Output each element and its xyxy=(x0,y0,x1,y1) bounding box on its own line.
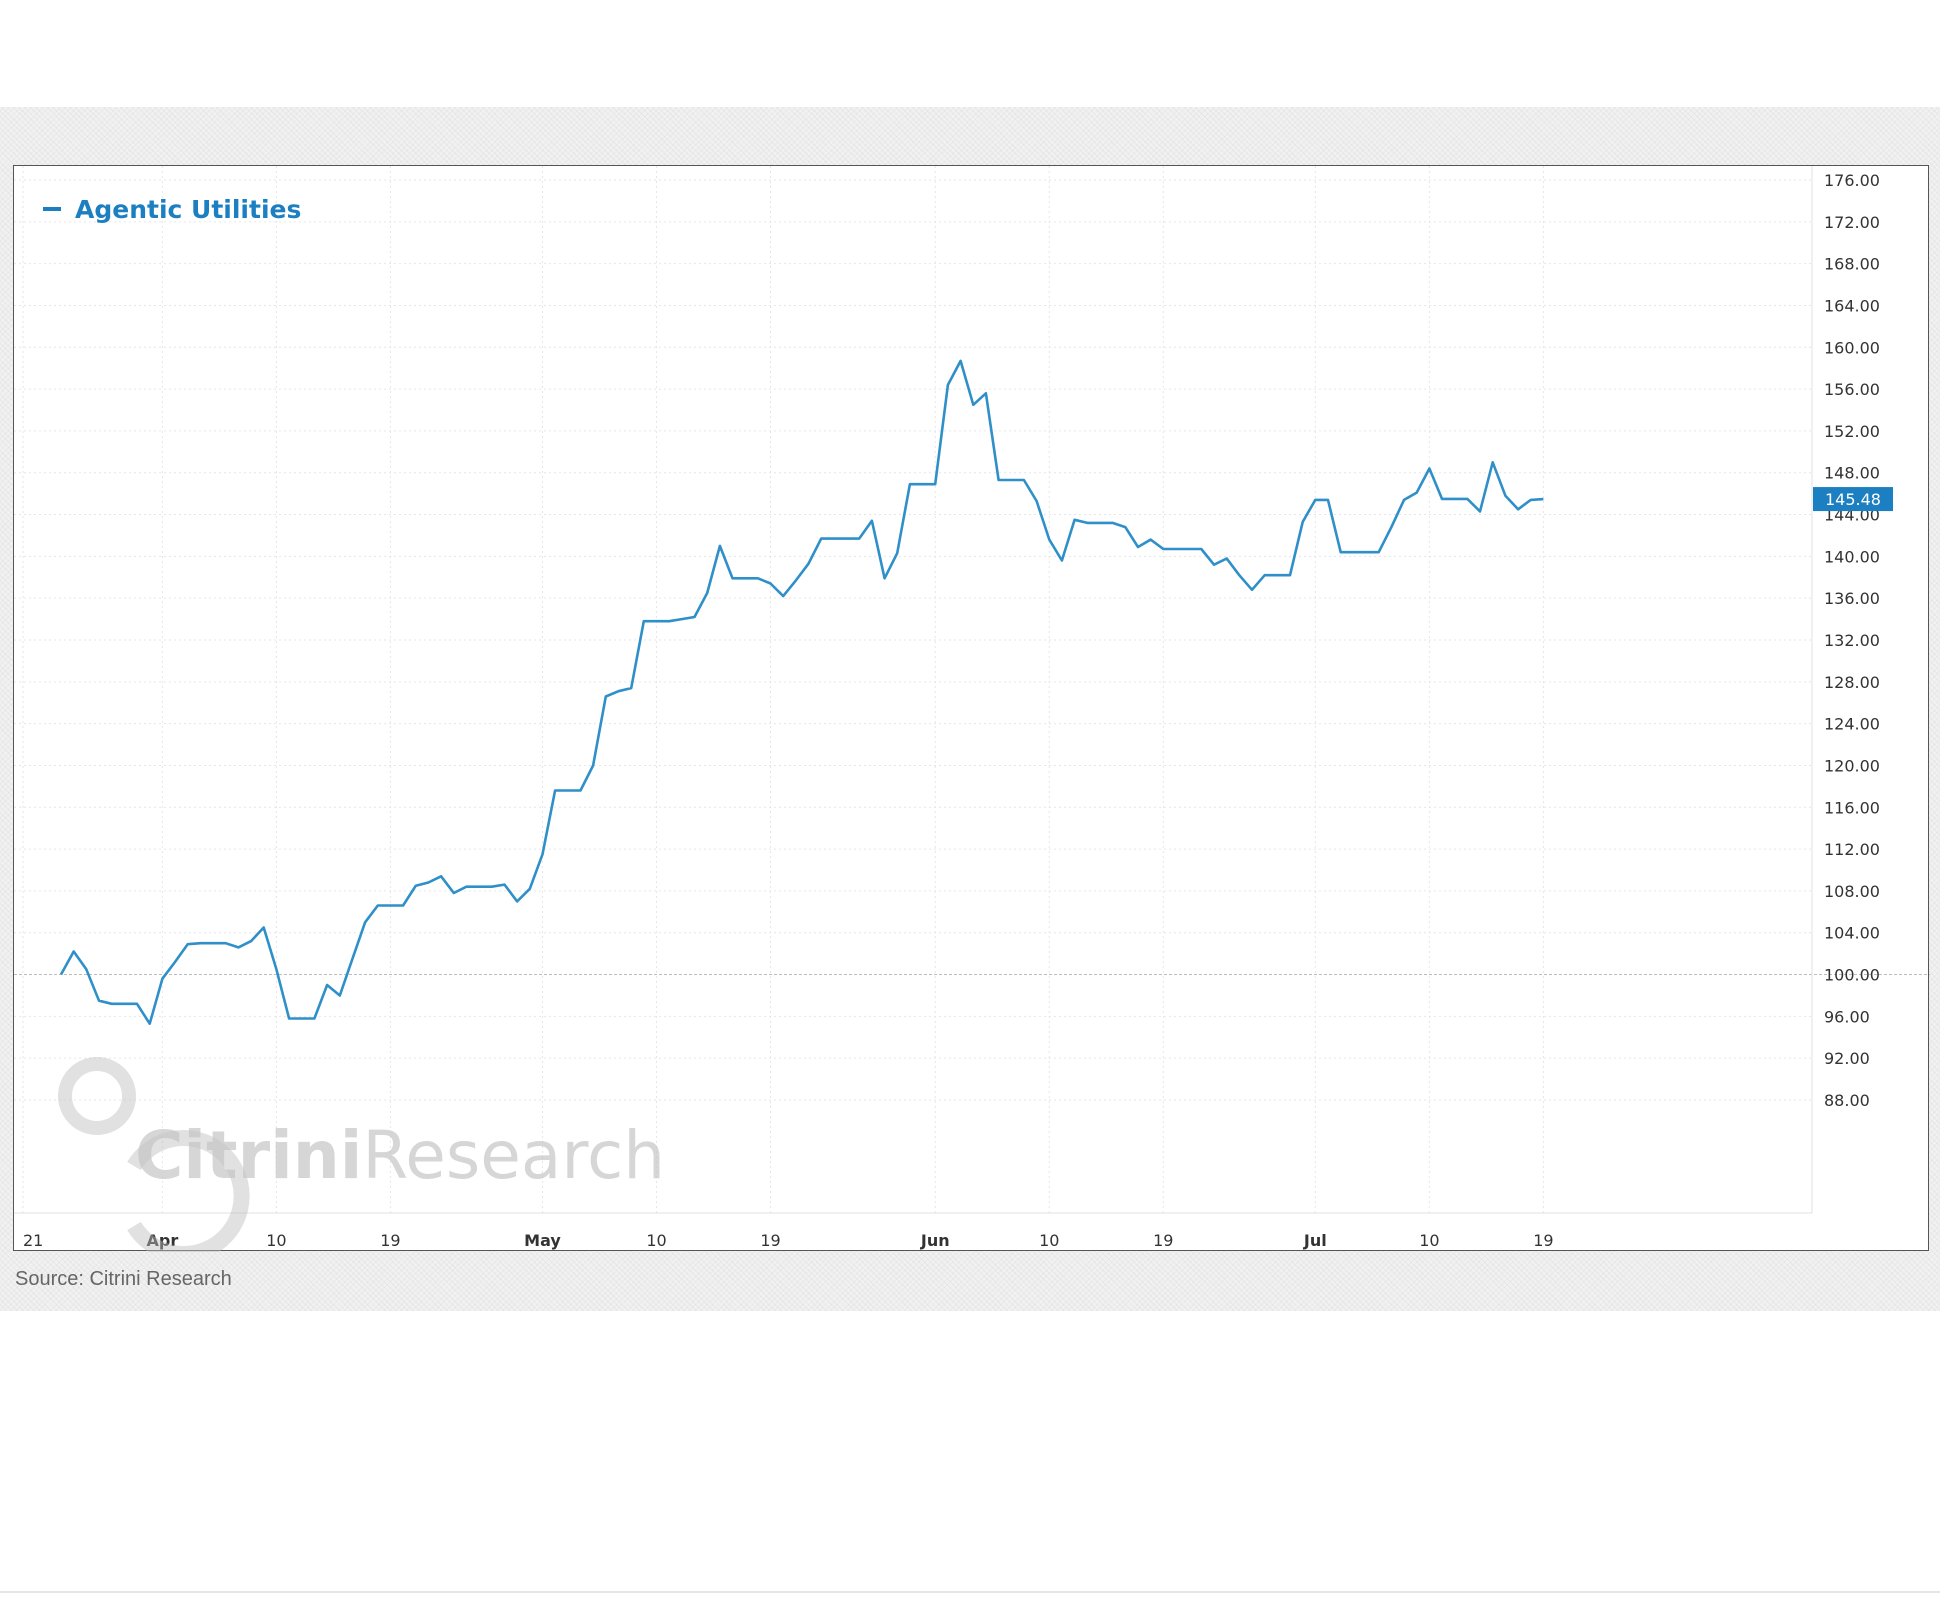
series-line xyxy=(59,359,1544,1025)
x-tick-label: 10 xyxy=(1419,1231,1439,1250)
x-tick-label: 19 xyxy=(380,1231,400,1250)
chart-frame: 176.00 172.00 168.00 164.00 160.00 156.00 152.… xyxy=(13,165,1930,1252)
legend-swatch xyxy=(43,207,61,211)
y-tick-label: 124.00 xyxy=(1824,715,1880,734)
x-tick-label: Apr xyxy=(147,1231,179,1250)
y-tick-label: 112.00 xyxy=(1824,840,1880,859)
source-note: Source: Citrini Research xyxy=(15,1268,232,1290)
y-tick-label: 132.00 xyxy=(1824,631,1880,650)
chart-svg: 176.00 172.00 168.00 164.00 160.00 156.00 152.… xyxy=(14,166,1930,1252)
citrini-logo-icon xyxy=(58,1057,250,1252)
last-value-badge: 145.48 xyxy=(1813,487,1893,512)
y-tick-label: 116.00 xyxy=(1824,798,1880,817)
x-tick-label: 19 xyxy=(760,1231,780,1250)
x-tick-label: Jul xyxy=(1303,1231,1327,1250)
x-tick-label: 19 xyxy=(1153,1231,1173,1250)
x-tick-label: 10 xyxy=(266,1231,286,1250)
y-tick-label: 152.00 xyxy=(1824,422,1880,441)
last-value-badge-text: 145.48 xyxy=(1825,490,1881,509)
y-tick-label: 100.00 xyxy=(1824,966,1880,985)
y-tick-label: 104.00 xyxy=(1824,924,1880,943)
citrini-watermark: CitriniResearch xyxy=(58,1057,665,1252)
y-tick-label: 88.00 xyxy=(1824,1091,1870,1110)
y-tick-label: 172.00 xyxy=(1824,213,1880,232)
y-tick-label: 140.00 xyxy=(1824,547,1880,566)
watermark-bold-text: Citrini xyxy=(135,1117,362,1194)
y-tick-label: 120.00 xyxy=(1824,756,1880,775)
x-tick-label: 10 xyxy=(646,1231,666,1250)
bottom-divider xyxy=(0,1591,1940,1593)
legend: Agentic Utilities xyxy=(43,195,301,224)
x-tick-label: 21 xyxy=(23,1231,43,1250)
x-tick-label: 19 xyxy=(1533,1231,1553,1250)
y-tick-label: 136.00 xyxy=(1824,589,1880,608)
y-tick-label: 176.00 xyxy=(1824,171,1880,190)
y-tick-label: 156.00 xyxy=(1824,380,1880,399)
x-tick-label: Jun xyxy=(920,1231,950,1250)
last-value-badge-bg xyxy=(1813,487,1893,512)
y-tick-label: 92.00 xyxy=(1824,1049,1870,1068)
svg-text:CitriniResearch: CitriniResearch xyxy=(135,1117,665,1194)
y-tick-label: 160.00 xyxy=(1824,338,1880,357)
y-tick-label: 128.00 xyxy=(1824,673,1880,692)
y-tick-label: 164.00 xyxy=(1824,296,1880,315)
x-tick-label: 10 xyxy=(1039,1231,1059,1250)
legend-label: Agentic Utilities xyxy=(75,195,301,224)
y-tick-label: 96.00 xyxy=(1824,1007,1870,1026)
y-tick-label: 168.00 xyxy=(1824,255,1880,274)
y-tick-label: 148.00 xyxy=(1824,464,1880,483)
x-tick-label: May xyxy=(524,1231,561,1250)
y-tick-label: 108.00 xyxy=(1824,882,1880,901)
watermark-regular-text: Research xyxy=(362,1117,665,1194)
